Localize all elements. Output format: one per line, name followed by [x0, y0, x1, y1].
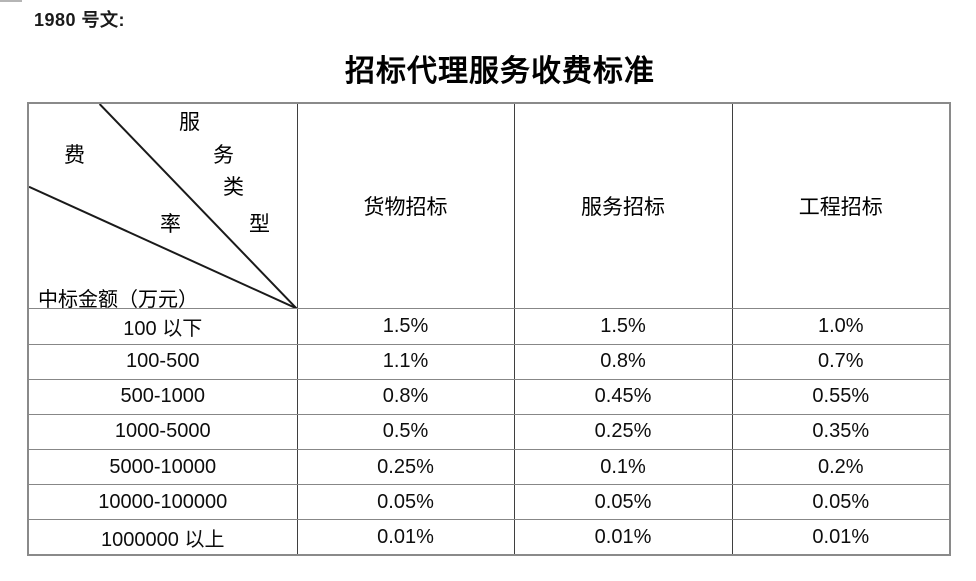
rate-cell: 0.05%	[731, 484, 951, 521]
rate-cell: 1.0%	[731, 308, 951, 345]
rate-cell: 0.35%	[731, 413, 951, 450]
rate-cell: 0.7%	[731, 343, 951, 380]
table-row: 100 以下 1.5% 1.5% 1.0%	[27, 308, 951, 345]
amount-range-cell: 5000-10000	[27, 448, 298, 486]
corner-service-type-char: 服	[179, 110, 200, 134]
rate-cell: 1.5%	[296, 308, 515, 345]
table-row: 1000-5000 0.5% 0.25% 0.35%	[27, 413, 951, 450]
rate-cell: 0.55%	[731, 378, 951, 415]
amount-range-cell: 500-1000	[27, 378, 298, 415]
corner-service-type-char: 类	[223, 175, 244, 199]
rate-cell: 0.05%	[513, 484, 733, 521]
amount-range-cell: 100 以下	[27, 308, 298, 345]
rate-cell: 0.01%	[296, 519, 515, 556]
rate-cell: 0.2%	[731, 448, 951, 486]
amount-range-cell: 10000-100000	[27, 484, 298, 521]
table-header-row: 服 务 类 型 费 率 中标金额（万元） 货物招标 服务招标 工程招标	[27, 102, 951, 311]
corner-service-type-char: 型	[249, 212, 270, 236]
corner-service-type-char: 务	[213, 143, 234, 167]
rate-cell: 0.1%	[513, 448, 733, 486]
corner-amount-axis-label: 中标金额（万元）	[38, 287, 198, 311]
rate-cell: 0.25%	[513, 413, 733, 450]
table-row: 100-500 1.1% 0.8% 0.7%	[27, 343, 951, 380]
corner-fee-rate-char: 率	[160, 212, 181, 236]
amount-range-cell: 1000000 以上	[27, 519, 298, 556]
table-row: 10000-100000 0.05% 0.05% 0.05%	[27, 484, 951, 521]
table-row: 500-1000 0.8% 0.45% 0.55%	[27, 378, 951, 415]
rate-cell: 0.45%	[513, 378, 733, 415]
table-row: 1000000 以上 0.01% 0.01% 0.01%	[27, 519, 951, 556]
rate-cell: 0.05%	[296, 484, 515, 521]
column-header-services: 服务招标	[513, 102, 733, 310]
column-header-goods: 货物招标	[296, 102, 515, 310]
amount-range-cell: 1000-5000	[27, 413, 298, 450]
rate-cell: 0.8%	[513, 343, 733, 380]
document-ref: 1980 号文:	[34, 10, 126, 30]
rate-cell: 1.5%	[513, 308, 733, 345]
column-header-works: 工程招标	[731, 102, 951, 310]
corner-fee-rate-char: 费	[64, 143, 85, 167]
rate-cell: 0.01%	[513, 519, 733, 556]
scan-edge-artifact	[0, 0, 22, 2]
rate-cell: 0.5%	[296, 413, 515, 450]
rate-cell: 1.1%	[296, 343, 515, 380]
amount-range-cell: 100-500	[27, 343, 298, 380]
fee-standard-table: 服 务 类 型 费 率 中标金额（万元） 货物招标 服务招标 工程招标 100 …	[27, 102, 951, 556]
page-title: 招标代理服务收费标准	[345, 54, 655, 89]
table-corner-cell: 服 务 类 型 费 率 中标金额（万元）	[27, 102, 298, 311]
rate-cell: 0.01%	[731, 519, 951, 556]
rate-cell: 0.25%	[296, 448, 515, 486]
diagonal-header: 服 务 类 型 费 率 中标金额（万元）	[29, 104, 297, 311]
diagonal-divider-lines-icon	[29, 104, 297, 309]
rate-cell: 0.8%	[296, 378, 515, 415]
table-row: 5000-10000 0.25% 0.1% 0.2%	[27, 448, 951, 486]
